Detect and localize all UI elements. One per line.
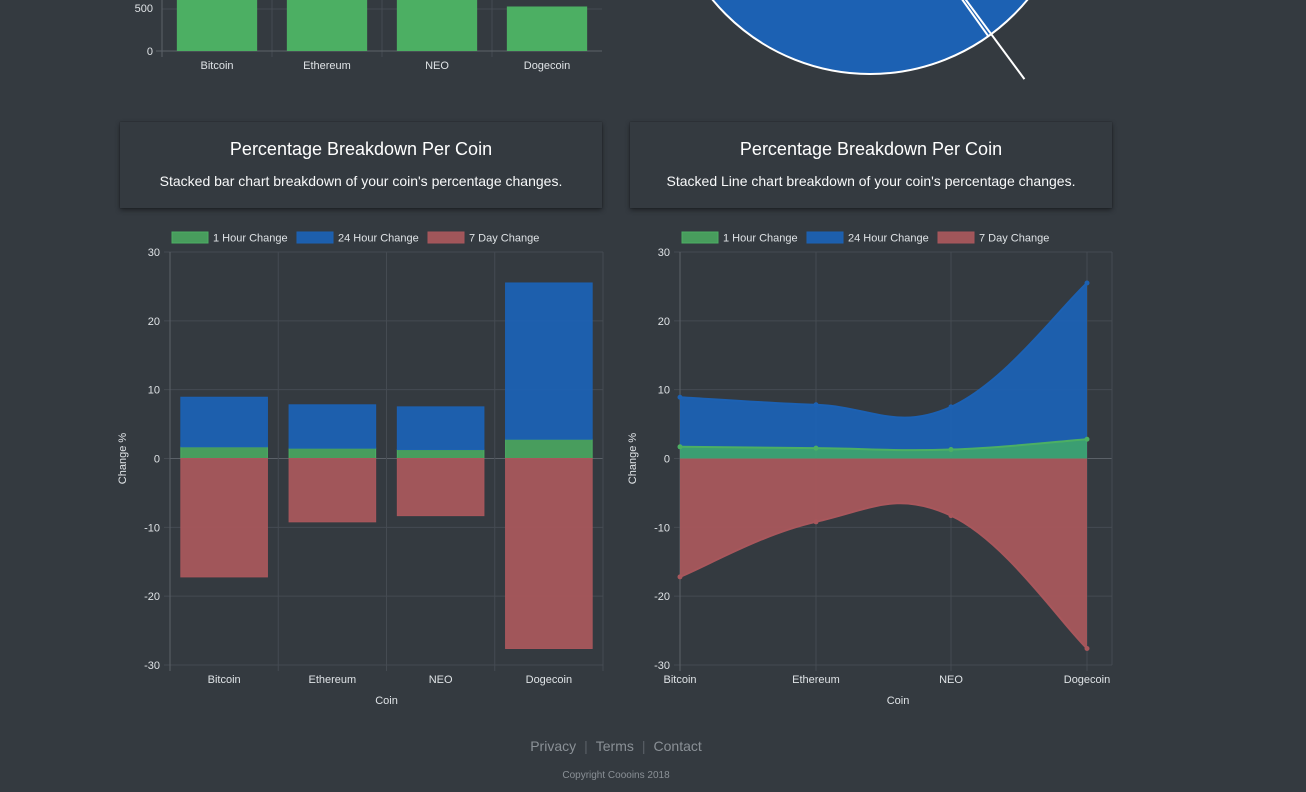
bar-neo (396, 0, 478, 51)
legend-label: 24 Hour Change (848, 233, 929, 245)
bar-ethereum-7-day-change (288, 458, 377, 523)
x-tick-label: Bitcoin (200, 60, 233, 72)
line-7-day-change (679, 502, 1088, 650)
area-1-hour-change (680, 439, 1087, 459)
bar-dogecoin-7-day-change (505, 458, 593, 649)
data-point (948, 404, 954, 410)
y-tick-label: -30 (654, 660, 670, 672)
legend-label: 1 Hour Change (723, 233, 798, 245)
y-tick-label: 0 (154, 454, 160, 466)
y-tick-label: -10 (144, 522, 160, 534)
stacked-area-chart: 1 Hour Change 24 Hour Change 7 Day Change 3… (627, 231, 1113, 707)
data-point (813, 445, 819, 451)
x-tick-label: Ethereum (309, 674, 357, 686)
legend-label: 7 Day Change (469, 233, 539, 245)
privacy-link[interactable]: Privacy (530, 738, 577, 754)
legend-swatch (171, 231, 209, 244)
y-tick-label: -30 (144, 660, 160, 672)
card-subtitle: Stacked Line chart breakdown of your coi… (666, 173, 1076, 189)
card-title: Percentage Breakdown Per Coin (739, 139, 1003, 159)
x-axis-title: Coin (887, 695, 910, 707)
stacked-bar-chart: 1 Hour Change 24 Hour Change 7 Day Change 3… (117, 231, 604, 707)
x-tick-label: Bitcoin (208, 674, 241, 686)
y-tick-label: 30 (658, 247, 670, 259)
data-point (1084, 280, 1090, 286)
legend-swatch (681, 231, 719, 244)
data-point (1084, 436, 1090, 442)
data-point (677, 394, 683, 400)
bar-neo-24-hour-change (396, 406, 485, 451)
x-tick-label: NEO (425, 60, 449, 72)
footer-separator: | (584, 738, 588, 754)
pie-slice-border (961, 0, 990, 37)
top-bar-chart: 500 0 Bitcoin Ethereum NEO Dogecoin (135, 0, 602, 72)
legend-label: 24 Hour Change (338, 233, 419, 245)
x-tick-label: NEO (429, 674, 453, 686)
y-tick-label: 20 (148, 316, 160, 328)
legend-swatch (296, 231, 334, 244)
bar-bitcoin-24-hour-change (180, 396, 268, 448)
x-tick-label: Dogecoin (1064, 674, 1110, 686)
terms-link[interactable]: Terms (595, 738, 634, 754)
bar-bitcoin (176, 0, 258, 51)
data-point (948, 447, 954, 453)
y-tick-label: 10 (658, 385, 670, 397)
y-tick-label: -20 (144, 591, 160, 603)
y-tick-label: 30 (148, 247, 160, 259)
bar-chart-card: Percentage Breakdown Per Coin Stacked ba… (120, 122, 602, 208)
y-axis-title: Change % (627, 433, 639, 485)
y-axis-title: Change % (117, 433, 129, 485)
legend-swatch (427, 231, 465, 244)
copyright-text: Copyright Coooins 2018 (562, 770, 670, 781)
bar-dogecoin (506, 6, 588, 52)
area-7-day-change (680, 458, 1087, 649)
x-tick-label: Ethereum (792, 674, 840, 686)
footer-separator: | (641, 738, 646, 754)
bar-neo-7-day-change (396, 458, 485, 517)
y-tick-label: -20 (654, 591, 670, 603)
bar-bitcoin-1-hour-change (180, 446, 268, 460)
y-tick-label: 500 (135, 3, 153, 15)
data-point (948, 513, 954, 519)
pie-slice-border (964, 0, 1026, 80)
bar-bitcoin-7-day-change (180, 458, 268, 578)
line-chart-card: Percentage Breakdown Per Coin Stacked Li… (630, 122, 1112, 208)
data-point (813, 519, 819, 525)
x-axis-title: Coin (375, 695, 398, 707)
legend-label: 7 Day Change (979, 233, 1049, 245)
top-pie-chart (711, 0, 1029, 80)
pie-slice (711, 0, 1029, 75)
line-24-hour-change (679, 282, 1088, 419)
data-point (677, 574, 683, 580)
y-tick-label: 0 (147, 46, 153, 58)
data-point (677, 444, 683, 450)
x-tick-label: Dogecoin (524, 60, 570, 72)
card-title: Percentage Breakdown Per Coin (229, 139, 493, 159)
footer-links: Privacy | Terms | Contact (0, 738, 1232, 754)
x-tick-label: NEO (939, 674, 963, 686)
bar-ethereum-1-hour-change (288, 447, 377, 460)
contact-link[interactable]: Contact (653, 738, 702, 754)
data-point (813, 402, 819, 408)
x-tick-label: Bitcoin (663, 674, 696, 686)
y-tick-label: 10 (148, 385, 160, 397)
y-tick-label: 20 (658, 316, 670, 328)
area-24-hour-change (680, 282, 1087, 451)
bar-dogecoin-1-hour-change (505, 438, 593, 460)
y-tick-label: 0 (664, 454, 670, 466)
x-tick-label: Dogecoin (526, 674, 572, 686)
data-point (1084, 645, 1090, 651)
line-1-hour-change (679, 438, 1088, 452)
bar-ethereum (286, 0, 368, 51)
pie-slices (711, 0, 1029, 80)
y-tick-label: -10 (654, 522, 670, 534)
x-tick-label: Ethereum (303, 60, 351, 72)
legend-swatch (937, 231, 975, 244)
bar-ethereum-24-hour-change (288, 404, 377, 449)
card-subtitle: Stacked bar chart breakdown of your coin… (159, 173, 563, 189)
bar-neo-1-hour-change (396, 449, 485, 459)
legend-swatch (806, 231, 844, 244)
bar-dogecoin-24-hour-change (505, 282, 593, 440)
legend-label: 1 Hour Change (213, 233, 288, 245)
